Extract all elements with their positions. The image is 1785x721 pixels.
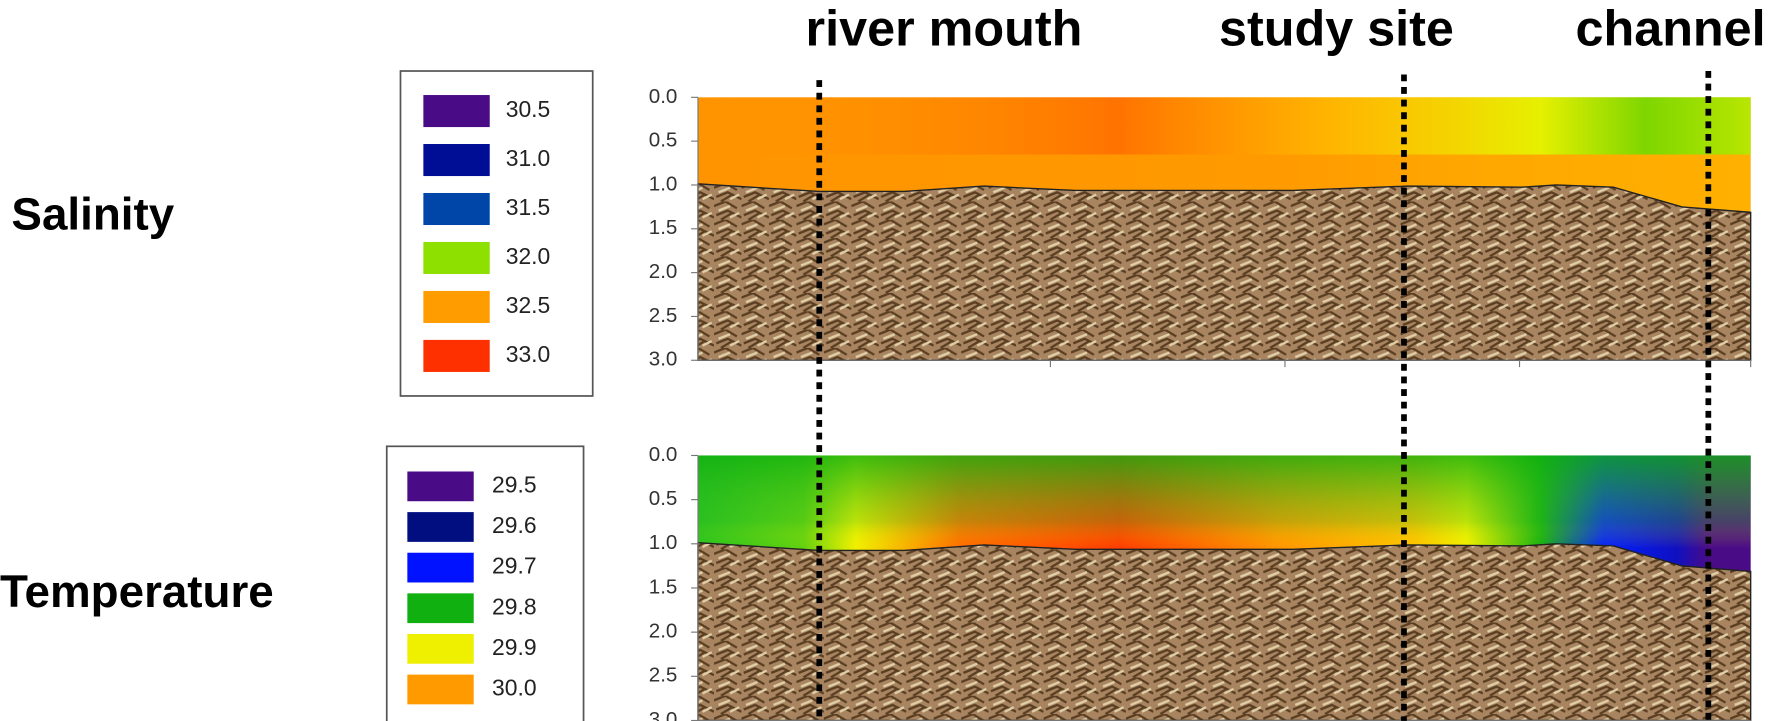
legend-swatch [407, 593, 473, 623]
legend-label: 29.8 [492, 593, 537, 619]
y-tick-label: 0.5 [649, 487, 678, 510]
y-tick-label: 1.0 [649, 172, 678, 195]
y-tick-label: 0.5 [649, 129, 678, 152]
panel-title: Temperature [0, 566, 274, 617]
legend-label: 29.9 [492, 634, 537, 660]
y-tick-label: 2.0 [649, 620, 678, 643]
y-tick-label: 0.0 [649, 85, 678, 108]
y-tick-label: 1.5 [649, 216, 678, 239]
legend-label: 29.6 [492, 512, 537, 538]
site-label: channel [1575, 0, 1765, 56]
site-label: river mouth [806, 0, 1083, 56]
y-tick-label: 0.0 [649, 443, 678, 466]
y-tick-label: 3.0 [649, 348, 678, 371]
legend-label: 29.7 [492, 553, 537, 579]
y-tick-label: 2.0 [649, 260, 678, 283]
legend-label: 31.5 [506, 194, 551, 220]
y-tick-label: 2.5 [649, 304, 678, 327]
figure: Salinity 30.5 31.0 31.5 32.0 32.5 33.0 0.0 0.5 1.… [0, 0, 1785, 721]
y-tick-label: 1.5 [649, 575, 678, 598]
legend-swatch [407, 675, 473, 705]
seabed [698, 543, 1751, 721]
legend-label: 32.5 [506, 292, 551, 318]
y-tick-label: 2.5 [649, 664, 678, 687]
legend-label: 29.5 [492, 471, 537, 497]
legend-label: 33.0 [506, 341, 551, 367]
legend-swatch [423, 95, 489, 127]
legend-label: 31.0 [506, 145, 551, 171]
legend-label: 32.0 [506, 243, 551, 269]
site-label: study site [1219, 0, 1454, 56]
y-tick-label: 1.0 [649, 531, 678, 554]
panel-title: Salinity [11, 189, 174, 240]
legend-swatch [407, 553, 473, 583]
legend-label: 30.0 [492, 675, 537, 701]
legend-swatch [407, 512, 473, 542]
contour-overlay [698, 97, 1751, 154]
content: Salinity 30.5 31.0 31.5 32.0 32.5 33.0 0.0 0.5 1.… [0, 0, 1766, 721]
legend-swatch [423, 291, 489, 323]
legend-swatch [423, 144, 489, 176]
legend-swatch [423, 242, 489, 274]
legend-swatch [423, 193, 489, 225]
y-tick-label: 3.0 [649, 708, 678, 721]
seabed [698, 184, 1751, 360]
legend-swatch [407, 471, 473, 501]
legend-label: 30.5 [506, 96, 551, 122]
legend-swatch [423, 340, 489, 372]
legend-swatch [407, 634, 473, 664]
